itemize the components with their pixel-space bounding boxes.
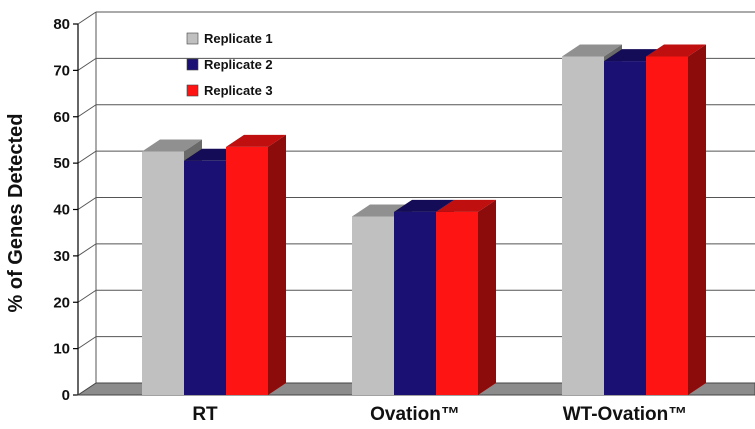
gridline-depth [77,104,97,118]
y-tick-label: 10 [53,341,70,358]
y-axis: 0 10 20 30 40 50 60 70 80 [53,16,79,404]
bar-front [436,211,478,395]
gridline-depth [77,289,97,303]
legend-swatch [186,84,199,97]
bars [142,44,706,396]
bar-top [436,199,496,212]
gridline-depth [77,336,97,350]
gridline-depth [77,197,97,210]
bar-front [646,56,688,396]
x-tick-label: WT-Ovation™ [563,404,688,425]
y-tick-label: 40 [53,202,70,219]
bar [646,44,706,396]
y-tick-label: 0 [62,387,70,404]
legend-entry: Replicate 1 [186,31,273,46]
y-tick-label: 60 [53,109,70,126]
bar-top [226,134,286,147]
legend-swatch [186,32,199,45]
x-axis-labels: RT Ovation™ WT-Ovation™ [192,404,687,425]
legend: Replicate 1 Replicate 2 Replicate 3 [186,31,273,98]
bar-side [688,44,706,396]
bar-front [394,211,436,395]
legend-label: Replicate 3 [204,83,273,98]
y-tick-label: 30 [53,248,70,265]
gridline-depth [77,57,97,71]
gridline-depth [77,150,97,164]
legend-entry: Replicate 2 [186,57,273,72]
y-tick-label: 20 [53,294,70,311]
bar-front [352,216,394,395]
bar-top [142,139,202,152]
legend-label: Replicate 2 [204,57,273,72]
bar-front [184,160,226,395]
bar-side [268,134,286,396]
bar [436,199,496,395]
y-tick-label: 50 [53,155,70,172]
bar-top [646,44,706,57]
y-tick-label: 70 [53,62,70,79]
bar-front [604,61,646,395]
y-tick-label: 80 [53,16,70,33]
bar-front [562,56,604,396]
x-tick-label: Ovation™ [370,404,460,425]
bar [226,134,286,396]
legend-entry: Replicate 3 [186,83,273,98]
x-tick-label: RT [192,404,218,425]
bar-top [562,44,622,57]
bar-top [394,199,454,212]
bar-front [226,146,268,395]
bar-front [142,151,184,395]
y-axis-title: % of Genes Detected [5,114,27,313]
legend-swatch [186,58,199,71]
gridline-depth [77,11,97,25]
bar-side [478,199,496,395]
gridline-depth [77,243,97,257]
legend-label: Replicate 1 [204,31,273,46]
